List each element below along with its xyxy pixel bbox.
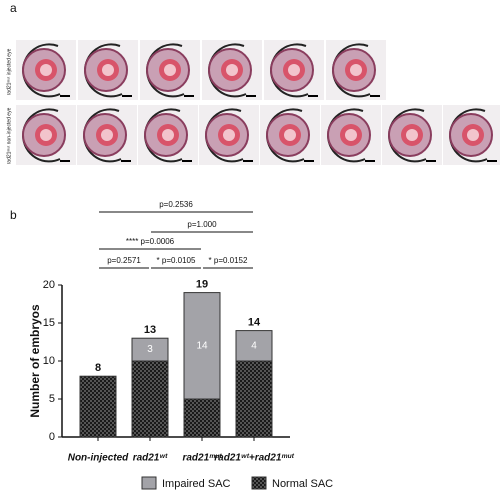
total-label: 19 <box>196 279 208 291</box>
segment-label: 14 <box>196 340 208 351</box>
lens-core <box>164 64 176 76</box>
comparison-label: * p=0.0105 <box>157 256 196 265</box>
bar-segment <box>79 375 117 438</box>
histology-images <box>16 40 500 165</box>
segment-label: 3 <box>147 344 153 355</box>
legend-swatch <box>251 476 267 490</box>
legend-label: Impaired SAC <box>162 478 231 490</box>
y-tick-label: 10 <box>43 355 55 367</box>
x-tick-label: rad21ᵐᵘᵗ <box>182 453 222 464</box>
legend-label: Normal SAC <box>272 478 333 490</box>
lens-core <box>102 64 114 76</box>
lens-core <box>350 64 362 76</box>
total-label: 14 <box>248 317 261 329</box>
lens-core <box>40 64 52 76</box>
lens-core <box>40 129 52 141</box>
lens-core <box>284 129 296 141</box>
y-tick-label: 5 <box>49 393 55 405</box>
bar-segment <box>131 337 169 362</box>
bar-segment <box>235 360 273 438</box>
y-tick-label: 20 <box>43 279 55 291</box>
y-tick-label: 0 <box>49 431 55 443</box>
segment-label: 4 <box>251 340 257 351</box>
panel-label: a <box>10 1 17 15</box>
comparison-label: * p=0.0152 <box>209 256 248 265</box>
lens-core <box>101 129 113 141</box>
comparison-label: p=0.2536 <box>159 200 193 209</box>
row-label: rad21ᵐᵘᵗ injected eye <box>6 48 12 95</box>
total-label: 13 <box>144 324 156 336</box>
comparison-label: p=0.2571 <box>107 256 141 265</box>
comparison-label: **** p=0.0006 <box>126 237 175 246</box>
x-tick-label: rad21ʷᵗ <box>133 453 168 464</box>
total-label: 8 <box>95 362 101 374</box>
bar-segment <box>183 292 221 400</box>
bar-segment <box>235 330 273 362</box>
x-tick-label: Non-injected <box>68 453 129 464</box>
bar-segment <box>183 398 221 438</box>
panel-label: b <box>10 208 17 222</box>
x-tick-label: rad21ʷᵗ+rad21ᵐᵘᵗ <box>214 453 294 464</box>
lens-core <box>406 129 418 141</box>
lens-core <box>162 129 174 141</box>
lens-core <box>345 129 357 141</box>
legend-swatch <box>141 476 157 490</box>
bar-segment <box>131 360 169 438</box>
lens-core <box>467 129 479 141</box>
lens-core <box>288 64 300 76</box>
lens-core <box>226 64 238 76</box>
y-axis-label: Number of embryos <box>28 304 42 418</box>
comparison-label: p=1.000 <box>187 220 217 229</box>
lens-core <box>223 129 235 141</box>
row-label: rad21ᵐᵘᵗ non-injected eye <box>6 107 12 164</box>
y-tick-label: 15 <box>43 317 55 329</box>
